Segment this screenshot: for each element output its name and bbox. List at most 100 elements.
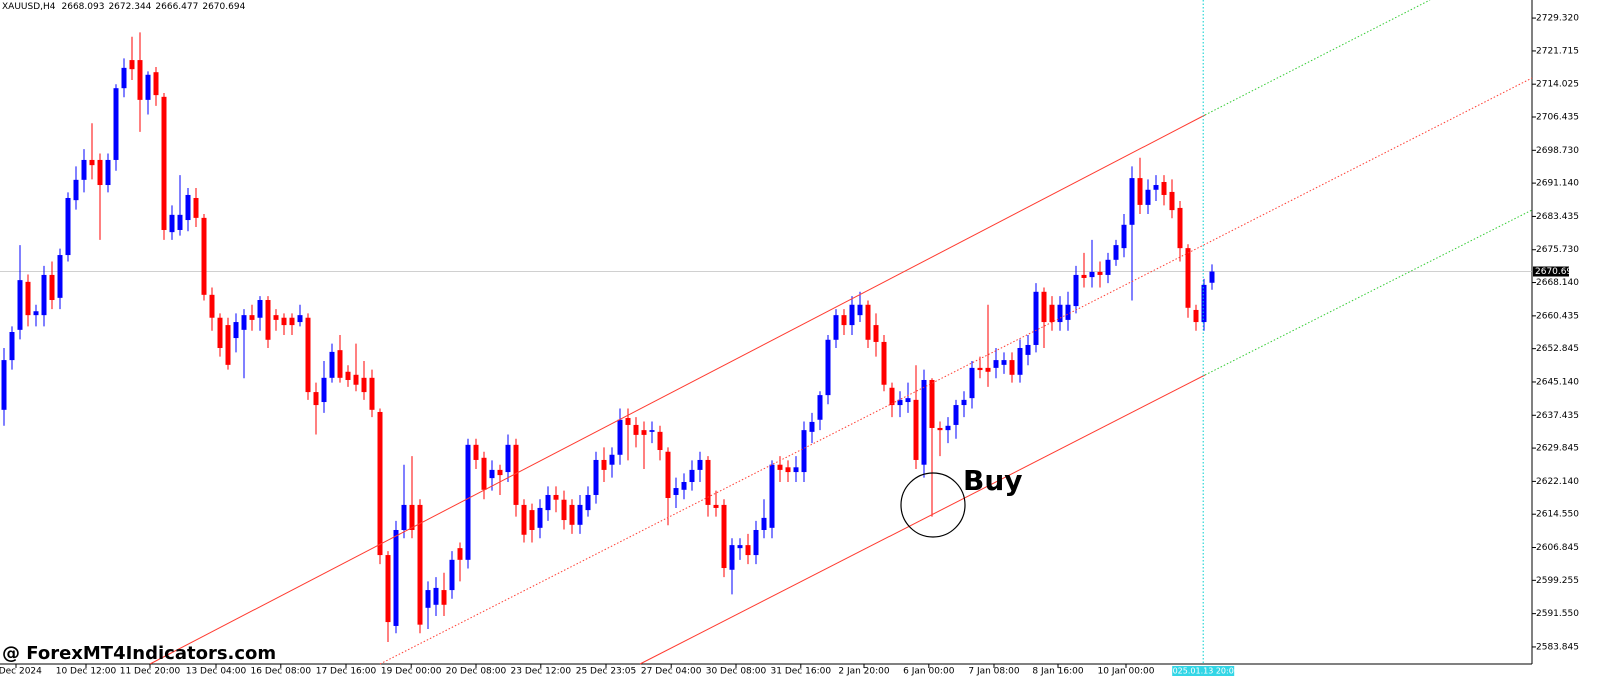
candle-body	[665, 451, 671, 498]
candle-body	[521, 504, 527, 535]
candle-body	[889, 387, 895, 406]
y-tick-label: 2599.255	[1536, 576, 1579, 586]
candle-body	[1193, 309, 1199, 323]
candle-body	[41, 274, 47, 316]
x-tick-label: 2 Jan 20:00	[838, 667, 890, 677]
x-tick-label: 10 Jan 00:00	[1098, 667, 1155, 677]
candle-body	[161, 96, 167, 230]
y-tick-label: 2583.845	[1536, 642, 1579, 652]
candle-body	[1209, 271, 1215, 283]
candle-body	[169, 214, 175, 233]
watermark: @ ForexMT4Indicators.com	[2, 643, 276, 664]
candle-body	[937, 427, 943, 431]
candle-body	[489, 469, 495, 479]
candle-body	[713, 504, 719, 508]
x-tick-label: 19 Dec 00:00	[381, 667, 442, 677]
candle-body	[1033, 291, 1039, 345]
candle-body	[1185, 248, 1191, 308]
x-tick-label: 11 Dec 20:00	[120, 667, 181, 677]
candle-body	[609, 454, 615, 465]
candle-body	[425, 590, 431, 608]
candle-body	[1, 360, 7, 410]
candle-body	[137, 60, 143, 100]
candle-body	[265, 300, 271, 340]
y-tick-label: 2637.435	[1536, 411, 1579, 421]
candle-body	[761, 517, 767, 530]
price-label-bg	[1533, 266, 1569, 277]
candle-body	[177, 214, 183, 230]
candle-body	[273, 315, 279, 320]
candle-body	[577, 504, 583, 525]
y-tick-label: 2606.845	[1536, 543, 1579, 553]
candle-body	[617, 419, 623, 455]
candle-body	[809, 421, 815, 432]
y-tick-label: 2675.730	[1536, 245, 1579, 255]
candle-body	[305, 317, 311, 393]
x-tick-label: 9 Dec 2024	[0, 667, 42, 677]
open: 2668.093	[62, 2, 105, 12]
candle-body	[465, 444, 471, 560]
candle-body	[353, 374, 359, 385]
channel-lower-extension	[1204, 209, 1533, 376]
marks	[0, 32, 1532, 642]
candle-body	[601, 459, 607, 470]
candle-body	[697, 459, 703, 470]
candle-body	[1121, 224, 1127, 249]
y-tick-label: 2691.140	[1536, 179, 1579, 189]
channel-lower	[639, 374, 1206, 665]
x-tick-label: 7 Jan 08:00	[968, 667, 1020, 677]
x-tick-label: 25 Dec 23:05	[576, 667, 637, 677]
y-tick-label: 2614.550	[1536, 510, 1579, 520]
candle-body	[345, 371, 351, 380]
y-tick-label: 2698.730	[1536, 146, 1579, 156]
candle-body	[673, 488, 679, 495]
candle-body	[625, 418, 631, 425]
candle-body	[561, 499, 567, 521]
candle-body	[505, 444, 511, 473]
candle-body	[905, 398, 911, 403]
candle-body	[745, 545, 751, 556]
candle-body	[145, 74, 151, 100]
y-tick-label: 2714.025	[1536, 80, 1579, 90]
candle-body	[529, 510, 535, 530]
candle-body	[1065, 304, 1071, 320]
candle-body	[1073, 274, 1079, 307]
candle-body	[929, 379, 935, 428]
candle-body	[97, 159, 103, 186]
y-tick-label: 2721.715	[1536, 46, 1579, 56]
x-tick-label: 17 Dec 16:00	[316, 667, 377, 677]
candle-body	[737, 545, 743, 549]
candle-body	[513, 444, 519, 505]
candle-body	[729, 545, 735, 570]
candle-body	[1025, 344, 1031, 355]
header: XAUUSD,H4 2668.093 2672.344 2666.477 2670.69…	[2, 2, 246, 12]
candle-body	[329, 351, 335, 378]
x-tick-label: 23 Dec 12:00	[511, 667, 572, 677]
candle-body	[953, 405, 959, 425]
candle-body	[89, 159, 95, 166]
candle-body	[769, 464, 775, 528]
candle-body	[833, 315, 839, 340]
candle-body	[401, 504, 407, 530]
candle-body	[73, 179, 79, 201]
buy-annotation: Buy	[963, 464, 1023, 497]
candle-body	[1113, 245, 1119, 260]
candle-body	[1017, 347, 1023, 375]
price-label: 2670.694	[1535, 267, 1578, 277]
x-tick-label: 6 Jan 00:00	[903, 667, 955, 677]
candle-body	[857, 304, 863, 316]
candle-body	[33, 311, 39, 316]
candle-body	[1105, 259, 1111, 275]
candle-body	[385, 555, 391, 623]
x-tick-label: 13 Dec 04:00	[186, 667, 247, 677]
x-tick-label: 30 Dec 08:00	[706, 667, 767, 677]
candle-body	[1081, 274, 1087, 278]
candle-body	[1009, 360, 1015, 375]
candle-body	[249, 315, 255, 320]
candle-body	[633, 424, 639, 435]
candle-body	[481, 457, 487, 490]
candle-body	[433, 587, 439, 605]
candle-body	[153, 72, 159, 96]
candle-body	[793, 467, 799, 473]
candle-body	[921, 379, 927, 465]
